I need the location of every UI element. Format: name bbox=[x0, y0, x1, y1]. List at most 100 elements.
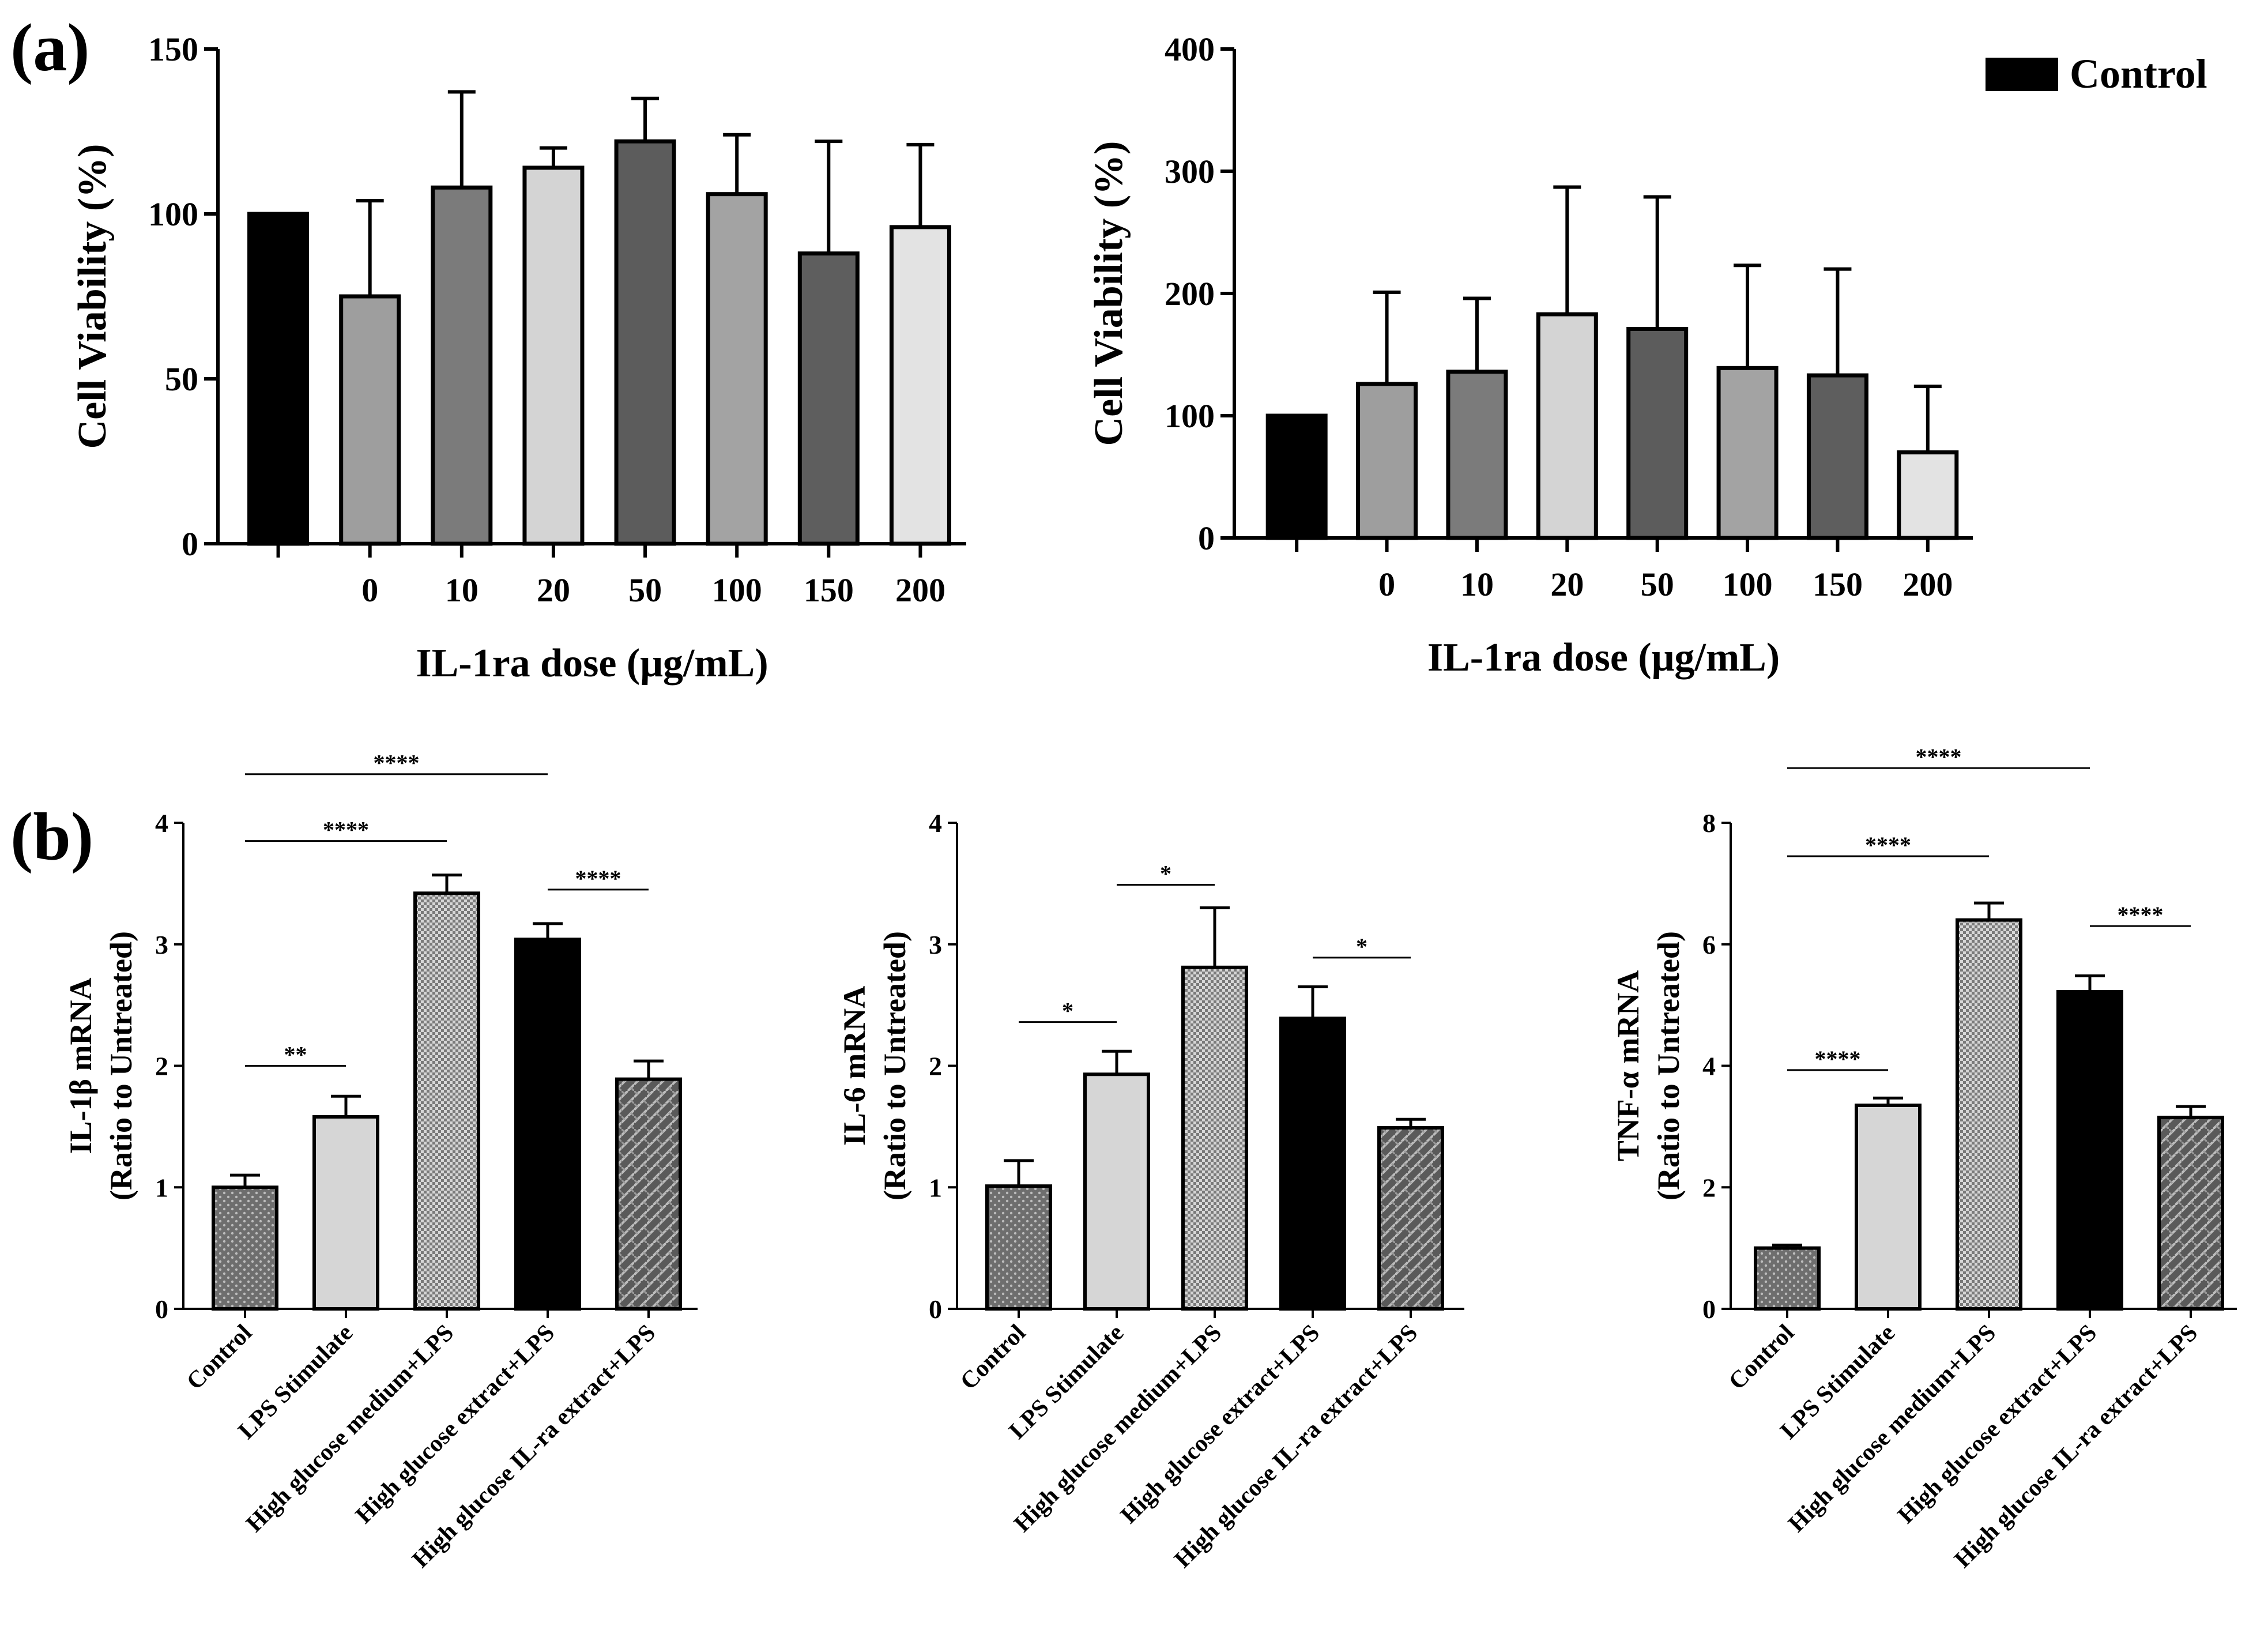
x-tick-label: 0 bbox=[361, 571, 378, 609]
significance-label: **** bbox=[323, 817, 369, 843]
x-tick-label: 200 bbox=[895, 571, 945, 609]
y-tick-label: 200 bbox=[1165, 275, 1215, 313]
significance-label: **** bbox=[1865, 832, 1911, 858]
y-tick-label: 3 bbox=[929, 930, 942, 959]
bar bbox=[615, 1077, 682, 1311]
y-tick-label: 8 bbox=[1702, 808, 1716, 838]
bar bbox=[1356, 382, 1418, 540]
x-category-label: High glucose extract+LPS bbox=[351, 1320, 560, 1529]
bar bbox=[1536, 312, 1598, 540]
y-tick-label: 2 bbox=[155, 1052, 168, 1081]
y-tick-label: 6 bbox=[1702, 930, 1716, 959]
bar bbox=[1377, 1125, 1444, 1311]
x-tick-label: 150 bbox=[804, 571, 854, 609]
x-category-label: High glucose extract+LPS bbox=[1893, 1320, 2102, 1529]
bar bbox=[985, 1184, 1052, 1311]
x-tick-label: 20 bbox=[537, 571, 570, 609]
bar bbox=[431, 185, 493, 546]
bar bbox=[1279, 1017, 1346, 1311]
y-tick-label: 2 bbox=[929, 1052, 942, 1081]
x-category-label: Control bbox=[1724, 1320, 1799, 1395]
significance-label: **** bbox=[374, 750, 420, 776]
significance-label: **** bbox=[2118, 902, 2164, 928]
y-axis-subtitle: (Ratio to Untreated) bbox=[877, 931, 912, 1200]
x-tick-label: 10 bbox=[1460, 566, 1494, 603]
bar bbox=[1956, 918, 2022, 1311]
y-tick-label: 0 bbox=[929, 1294, 942, 1324]
bar bbox=[706, 192, 768, 546]
bar bbox=[889, 225, 951, 546]
y-tick-label: 0 bbox=[1702, 1294, 1716, 1324]
y-tick-label: 1 bbox=[155, 1173, 168, 1202]
bar bbox=[2157, 1116, 2224, 1311]
bar bbox=[1626, 326, 1689, 540]
x-tick-label: 100 bbox=[1723, 566, 1773, 603]
legend: Control bbox=[1986, 51, 2207, 97]
bar bbox=[522, 165, 585, 546]
y-tick-label: 0 bbox=[182, 525, 198, 563]
y-axis-subtitle: (Ratio to Untreated) bbox=[104, 931, 138, 1200]
x-category-label: Control bbox=[955, 1320, 1031, 1395]
bar bbox=[1446, 370, 1508, 540]
x-axis-title: IL-1ra dose (μg/mL) bbox=[416, 641, 768, 686]
bar bbox=[1855, 1103, 1922, 1311]
x-tick-label: 150 bbox=[1813, 566, 1863, 603]
x-tick-label: 10 bbox=[445, 571, 479, 609]
x-category-label: High glucose extract+LPS bbox=[1116, 1320, 1325, 1529]
y-tick-label: 4 bbox=[1702, 1052, 1716, 1081]
y-tick-label: 0 bbox=[155, 1294, 168, 1324]
x-tick-label: 20 bbox=[1550, 566, 1584, 603]
y-axis-title: IL-6 mRNA bbox=[837, 986, 872, 1146]
y-tick-label: 4 bbox=[929, 808, 942, 838]
chart-a1-viability: 0 50 100 150 0 10 20 50 100 150 200 IL-1ra dose (μg… bbox=[70, 31, 966, 686]
y-axis-title: TNF-α mRNA bbox=[1611, 970, 1645, 1162]
y-tick-label: 50 bbox=[165, 360, 198, 398]
x-category-label: High glucose medium+LPS bbox=[241, 1320, 459, 1538]
significance-label: **** bbox=[1916, 744, 1962, 770]
x-tick-label: 200 bbox=[1902, 566, 1953, 603]
bar bbox=[1083, 1072, 1150, 1311]
bar bbox=[1897, 450, 1959, 540]
y-axis-title: Cell Viability (%) bbox=[1087, 141, 1131, 446]
y-tick-label: 100 bbox=[1165, 397, 1215, 435]
bar bbox=[339, 294, 401, 546]
bar bbox=[2056, 989, 2123, 1311]
legend-label: Control bbox=[2070, 51, 2207, 97]
bar bbox=[614, 139, 676, 546]
significance-label: * bbox=[1062, 998, 1073, 1024]
y-tick-label: 150 bbox=[148, 31, 198, 68]
y-tick-label: 3 bbox=[155, 930, 168, 959]
y-tick-label: 1 bbox=[929, 1173, 942, 1202]
x-tick-label: 50 bbox=[1641, 566, 1674, 603]
x-axis-title: IL-1ra dose (μg/mL) bbox=[1427, 635, 1780, 680]
y-tick-label: 400 bbox=[1165, 31, 1215, 68]
x-tick-label: 50 bbox=[628, 571, 662, 609]
x-category-label: Control bbox=[182, 1320, 257, 1395]
bar bbox=[212, 1185, 278, 1311]
bar bbox=[1265, 413, 1328, 540]
y-tick-label: 0 bbox=[1198, 520, 1215, 557]
bar bbox=[1754, 1246, 1821, 1311]
x-tick-label: 0 bbox=[1378, 566, 1395, 603]
y-tick-label: 2 bbox=[1702, 1173, 1716, 1202]
bar bbox=[797, 251, 860, 546]
panel-label-b: (b) bbox=[10, 799, 93, 874]
x-category-label: High glucose medium+LPS bbox=[1783, 1320, 2001, 1538]
significance-label: **** bbox=[575, 865, 621, 891]
significance-label: ** bbox=[284, 1042, 307, 1068]
bar bbox=[1806, 373, 1868, 540]
bar bbox=[247, 212, 310, 546]
significance-label: * bbox=[1356, 933, 1367, 959]
bar bbox=[1181, 965, 1248, 1311]
y-tick-label: 300 bbox=[1165, 153, 1215, 190]
y-axis-title: IL-1β mRNA bbox=[63, 978, 98, 1154]
bar bbox=[413, 891, 480, 1311]
y-axis-subtitle: (Ratio to Untreated) bbox=[1651, 931, 1686, 1200]
x-tick-label: 100 bbox=[712, 571, 762, 609]
bar bbox=[1716, 366, 1779, 540]
significance-label: * bbox=[1160, 860, 1171, 886]
